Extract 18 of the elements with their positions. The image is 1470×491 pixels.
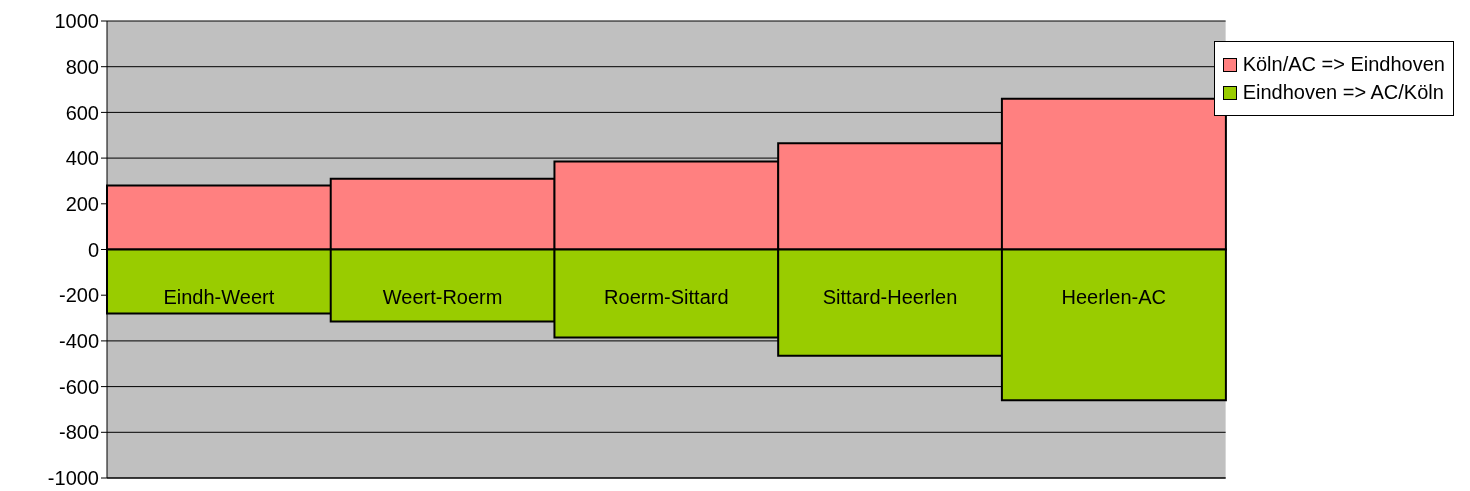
y-tick-label: 600 [65, 101, 99, 124]
y-tick-label: -200 [58, 284, 99, 307]
y-tick-label: -800 [58, 421, 99, 444]
x-tick-label: Weert-Roerm [382, 285, 503, 308]
y-tick-label: 400 [65, 147, 99, 170]
y-tick-label: 200 [65, 192, 99, 215]
y-tick-label: 1000 [54, 10, 99, 33]
x-tick-label: Heerlen-AC [1061, 285, 1166, 308]
legend-label: Köln/AC => Eindhoven [1242, 53, 1445, 76]
y-tick-label: -600 [58, 375, 99, 398]
x-tick-label: Roerm-Sittard [604, 285, 729, 308]
y-tick-label: -1000 [47, 467, 99, 490]
x-tick-label: Eindh-Weert [163, 285, 275, 308]
legend-label: Eindhoven => AC/Köln [1242, 81, 1444, 104]
y-tick-label: -400 [58, 330, 99, 352]
x-tick-label: Sittard-Heerlen [822, 285, 958, 308]
y-tick-label: 800 [65, 55, 99, 78]
y-tick-label: 0 [87, 238, 99, 261]
